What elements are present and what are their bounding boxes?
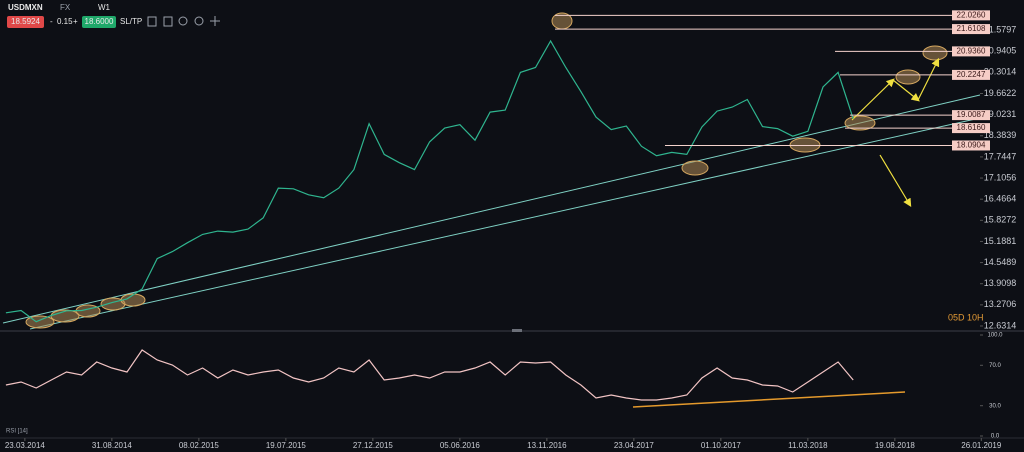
y-tick-label: 15.1881 [984, 236, 1017, 246]
y-tick-label: 21.5797 [984, 24, 1017, 34]
x-tick-label: 31.08.2014 [92, 441, 133, 450]
arrow [879, 154, 912, 208]
x-tick-label: 23.04.2017 [614, 441, 655, 450]
x-tick-label: 11.03.2018 [788, 441, 828, 450]
y-tick-label: 20.9405 [984, 46, 1017, 56]
price-tag-box [952, 46, 990, 57]
ask[interactable]: 18.6000 [85, 17, 114, 26]
sltp[interactable]: SL/TP [120, 17, 142, 26]
icon-zoom-in[interactable] [194, 16, 204, 26]
price-tag: 18.6160 [957, 123, 986, 132]
series-line [5, 349, 854, 401]
y-tick-label: 100.0 [987, 333, 1003, 339]
y-tick-label: 19.0231 [984, 109, 1017, 119]
x-tick-label: 08.02.2015 [179, 441, 220, 450]
price-tag-box [952, 123, 990, 134]
series-line [5, 39, 854, 323]
y-tick-label: 70.0 [989, 363, 1001, 369]
y-tick-label: 13.2706 [984, 299, 1017, 309]
y-tick-label: 15.8272 [984, 215, 1017, 225]
y-tick-label: 17.1056 [984, 172, 1017, 182]
trend-line[interactable] [29, 117, 981, 330]
ellipse [922, 45, 948, 61]
arrows [851, 57, 940, 208]
timeframe[interactable]: W1 [98, 3, 111, 12]
rsi-trend-line[interactable] [632, 391, 906, 408]
x-tick-label: 19.07.2015 [266, 441, 307, 450]
trend-line[interactable] [2, 94, 981, 324]
y-tick-label: 12.6314 [984, 320, 1017, 330]
price-tag-box [952, 140, 990, 151]
market[interactable]: FX [60, 3, 71, 12]
countdown: 05D 10H [948, 312, 984, 322]
y-tick-label: 18.3839 [984, 130, 1017, 140]
ask-box[interactable] [82, 16, 116, 28]
price-tag-box [952, 24, 990, 35]
y-tick-label: 30.0 [989, 403, 1001, 409]
price-tag-box [952, 69, 990, 80]
spread: 0.15 [57, 17, 73, 26]
icon-crosshair[interactable] [210, 16, 220, 26]
x-tick-label: 05.06.2016 [440, 441, 481, 450]
spread-minus[interactable]: - [50, 17, 53, 26]
icon-chart-type[interactable] [163, 16, 173, 27]
y-tick-label: 16.4664 [984, 194, 1017, 204]
price-tag: 19.0087 [957, 110, 986, 119]
x-tick-label: 26.01.2019 [961, 441, 1002, 450]
price-tag-box [952, 110, 990, 121]
ellipse [681, 160, 709, 176]
rsi-title: RSI [14] [6, 429, 28, 435]
price-tag: 22.0260 [957, 10, 986, 19]
symbol[interactable]: USDMXN [8, 3, 43, 12]
y-tick-label: 17.7447 [984, 151, 1017, 161]
icon-zoom-out[interactable] [178, 16, 188, 26]
y-tick-label: 20.3014 [984, 67, 1017, 77]
price-tag-box [952, 10, 990, 21]
y-tick-label: 13.9098 [984, 278, 1017, 288]
arrow [892, 79, 920, 102]
y-tick-label: 0.0 [991, 434, 1000, 440]
arrow [851, 78, 895, 121]
bid[interactable]: 18.5924 [11, 17, 40, 26]
price-tag: 18.0904 [957, 141, 986, 150]
x-tick-label: 13.11.2016 [527, 441, 567, 450]
price-tag: 20.9360 [957, 46, 986, 55]
price-tag: 20.2247 [957, 70, 986, 79]
x-tick-label: 27.12.2015 [353, 441, 394, 450]
panel-handle[interactable] [512, 329, 522, 332]
price-tag: 21.6108 [957, 24, 986, 33]
x-tick-label: 01.10.2017 [701, 441, 742, 450]
arrow [917, 57, 940, 101]
x-tick-label: 19.08.2018 [875, 441, 916, 450]
ellipse [895, 69, 921, 85]
y-tick-label: 19.6622 [984, 88, 1017, 98]
y-tick-label: 14.5489 [984, 257, 1017, 267]
toolbar-icons [147, 16, 220, 27]
bid-box[interactable] [7, 16, 44, 28]
spread-plus[interactable]: + [73, 17, 78, 26]
icon-indicators[interactable] [147, 16, 157, 27]
x-tick-label: 23.03.2014 [5, 441, 46, 450]
